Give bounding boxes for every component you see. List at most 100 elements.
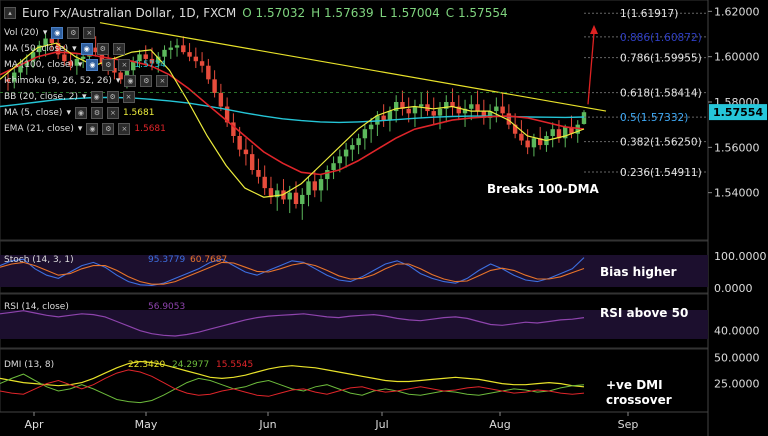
candle-body	[43, 38, 48, 46]
indicator-row[interactable]: MA (5, close) ▾ ◉ ⚙ × 1.5681	[4, 107, 154, 119]
pane-frame-0	[0, 0, 709, 241]
candle-body	[256, 170, 261, 177]
candle-body	[174, 45, 180, 48]
rsi-annotation: RSI above 50	[600, 306, 688, 320]
price-tick-label: 1.56000	[714, 141, 760, 154]
dmi-tick-label: 50.0000	[714, 351, 760, 364]
candle-body	[168, 47, 173, 50]
indicator-label: EMA (21, close)	[4, 124, 74, 134]
eye-icon[interactable]: ◉	[124, 75, 137, 87]
settings-icon[interactable]: ⚙	[96, 43, 109, 55]
indicator-value: 1.5681	[122, 108, 155, 118]
candle-body	[563, 126, 568, 139]
eye-icon[interactable]: ◉	[86, 59, 99, 71]
dmi-plus-line	[0, 373, 585, 404]
candle-body	[237, 136, 242, 150]
settings-icon[interactable]: ⚙	[102, 123, 115, 135]
stoch-label: Stoch (14, 3, 1)	[4, 255, 74, 265]
candle-body	[62, 54, 67, 62]
candle-body	[450, 102, 455, 107]
candle-body	[181, 45, 186, 53]
candle-body	[306, 181, 311, 195]
close-key: C	[445, 6, 455, 20]
candle-body	[525, 140, 530, 148]
candle-body	[556, 129, 562, 139]
stoch-d-value: 60.7687	[190, 255, 227, 265]
close-icon[interactable]: ×	[118, 59, 131, 71]
candle-body	[312, 181, 317, 191]
candle-body	[431, 111, 436, 116]
chevron-down-icon[interactable]: ▾	[82, 92, 87, 102]
candle-body	[368, 124, 374, 130]
chevron-down-icon[interactable]: ▾	[77, 124, 83, 134]
candle-body	[156, 56, 161, 64]
chevron-down-icon[interactable]: ▾	[77, 60, 83, 70]
high-value: 1.57639	[323, 6, 374, 20]
candle-body	[137, 54, 142, 62]
time-tick-label: Apr	[24, 418, 44, 431]
settings-icon[interactable]: ⚙	[90, 107, 103, 119]
candle-body	[193, 56, 199, 62]
candle-body	[456, 106, 461, 114]
settings-icon[interactable]: ⚙	[102, 59, 115, 71]
candle-body	[275, 190, 280, 198]
candle-body	[99, 52, 105, 64]
chevron-down-icon[interactable]: ▾	[42, 28, 48, 38]
close-value: 1.57554	[457, 6, 508, 20]
fib-level-label: 0.236(1.54911)	[620, 167, 702, 179]
dmi-minus-line	[0, 369, 585, 397]
indicator-row[interactable]: BB (20, close, 2) ▾ ◉ ⚙ ×	[4, 91, 135, 103]
eye-icon[interactable]: ◉	[51, 27, 64, 39]
eye-icon[interactable]: ◉	[86, 123, 99, 135]
eye-icon[interactable]: ◉	[80, 43, 93, 55]
settings-icon[interactable]: ⚙	[67, 27, 80, 39]
indicator-row[interactable]: EMA (21, close) ▾ ◉ ⚙ × 1.5681	[4, 123, 166, 135]
chevron-down-icon[interactable]: ▾	[72, 44, 77, 54]
rsi-tick-label: 40.0000	[714, 325, 760, 338]
indicator-row[interactable]: Ichimoku (9, 26, 52, 26) ▾ ◉ ⚙ ×	[4, 75, 169, 87]
close-icon[interactable]: ×	[106, 107, 119, 119]
ohlc-high: H 1.57639	[311, 6, 373, 20]
eye-icon[interactable]: ◉	[74, 107, 87, 119]
candle-body	[55, 43, 61, 55]
low-value: 1.57004	[390, 6, 440, 20]
candle-body	[537, 138, 543, 146]
chevron-down-icon[interactable]: ▾	[115, 76, 121, 86]
settings-icon[interactable]: ⚙	[140, 75, 153, 87]
stoch-tick-label: 100.0000	[714, 250, 767, 263]
stoch-annotation: Bias higher	[600, 265, 677, 279]
indicator-row[interactable]: MA (50, close) ▾ ◉ ⚙ ×	[4, 43, 125, 55]
candle-body	[469, 104, 474, 109]
pane-frame-3	[0, 348, 709, 413]
candle-body	[5, 79, 11, 82]
indicator-row[interactable]: Vol (20) ▾ ◉ ⚙ ×	[4, 27, 96, 39]
dmi-tick-label: 25.0000	[714, 378, 760, 391]
candle-body	[287, 192, 292, 200]
candle-body	[500, 106, 505, 114]
annotation-breaks-100dma: Breaks 100-DMA	[487, 182, 600, 196]
chevron-down-icon[interactable]: ▾	[66, 108, 71, 118]
candle-body	[494, 106, 499, 112]
candle-body	[18, 65, 23, 73]
indicator-row[interactable]: MA (100, close) ▾ ◉ ⚙ × 1.5734	[4, 59, 166, 71]
close-icon[interactable]: ×	[122, 91, 135, 103]
rsi-band	[0, 310, 708, 339]
candle-body	[419, 104, 424, 107]
candle-body	[112, 68, 117, 73]
close-icon[interactable]: ×	[156, 75, 169, 87]
candle-body	[68, 61, 73, 66]
price-tick-label: 1.62000	[714, 5, 760, 18]
dmi-annotation-line2: crossover	[606, 393, 672, 407]
close-icon[interactable]: ×	[112, 43, 125, 55]
time-tick-label: Aug	[489, 418, 510, 431]
candle-body	[550, 129, 555, 136]
stoch-k-value: 95.3779	[148, 255, 185, 265]
collapse-icon[interactable]: ▴	[4, 7, 16, 19]
rsi-line	[0, 310, 585, 337]
settings-icon[interactable]: ⚙	[106, 91, 119, 103]
eye-icon[interactable]: ◉	[90, 91, 103, 103]
candle-body	[143, 54, 148, 59]
close-icon[interactable]: ×	[83, 27, 96, 39]
close-icon[interactable]: ×	[118, 123, 131, 135]
